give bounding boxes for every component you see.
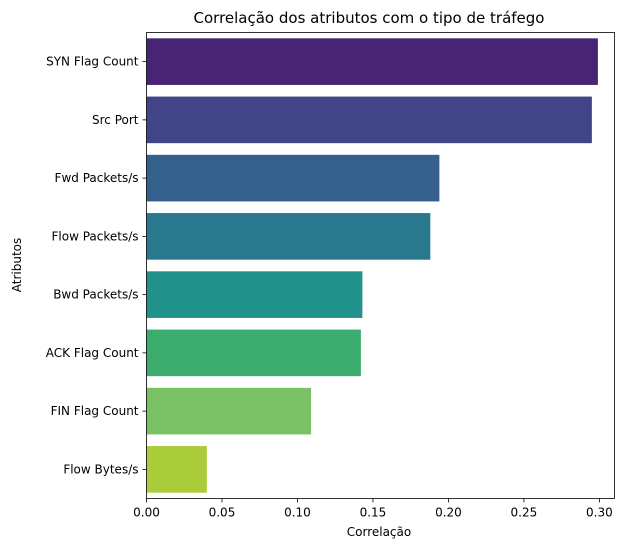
bar-flow-packets-s — [146, 213, 431, 260]
x-tick-label: 0.25 — [511, 506, 538, 520]
x-tick-label: 0.10 — [284, 506, 311, 520]
y-axis-label: Atributos — [10, 238, 24, 293]
bars-group — [146, 38, 598, 493]
x-tick-label: 0.00 — [133, 506, 160, 520]
y-tick-label: Flow Packets/s — [51, 229, 138, 243]
plot-frame — [146, 32, 615, 499]
bar-syn-flag-count — [146, 38, 598, 85]
y-axis-ticks: SYN Flag Count Src Port Fwd Packets/s Flow … — [46, 55, 147, 476]
y-tick-label: SYN Flag Count — [46, 55, 139, 69]
x-axis-ticks: 0.00 0.05 0.10 0.15 0.20 0.25 0.30 — [133, 498, 613, 520]
x-tick-label: 0.20 — [435, 506, 462, 520]
bar-ack-flag-count — [146, 329, 361, 377]
bar-src-port — [146, 96, 592, 144]
y-tick-label: Fwd Packets/s — [55, 171, 139, 185]
y-tick-label: ACK Flag Count — [46, 346, 139, 360]
y-tick-label: Flow Bytes/s — [63, 462, 138, 476]
y-tick-label: Src Port — [92, 113, 139, 127]
chart-title: Correlação dos atributos com o tipo de t… — [194, 9, 545, 27]
y-tick-label: Bwd Packets/s — [53, 288, 138, 302]
x-tick-label: 0.15 — [360, 506, 387, 520]
bar-flow-bytes-s — [146, 446, 207, 493]
bar-fwd-packets-s — [146, 154, 440, 202]
x-axis-label: Correlação — [347, 525, 411, 539]
x-tick-label: 0.05 — [209, 506, 236, 520]
bar-fin-flag-count — [146, 387, 312, 435]
x-tick-label: 0.30 — [586, 506, 613, 520]
bar-bwd-packets-s — [146, 271, 363, 318]
y-tick-label: FIN Flag Count — [51, 404, 139, 418]
